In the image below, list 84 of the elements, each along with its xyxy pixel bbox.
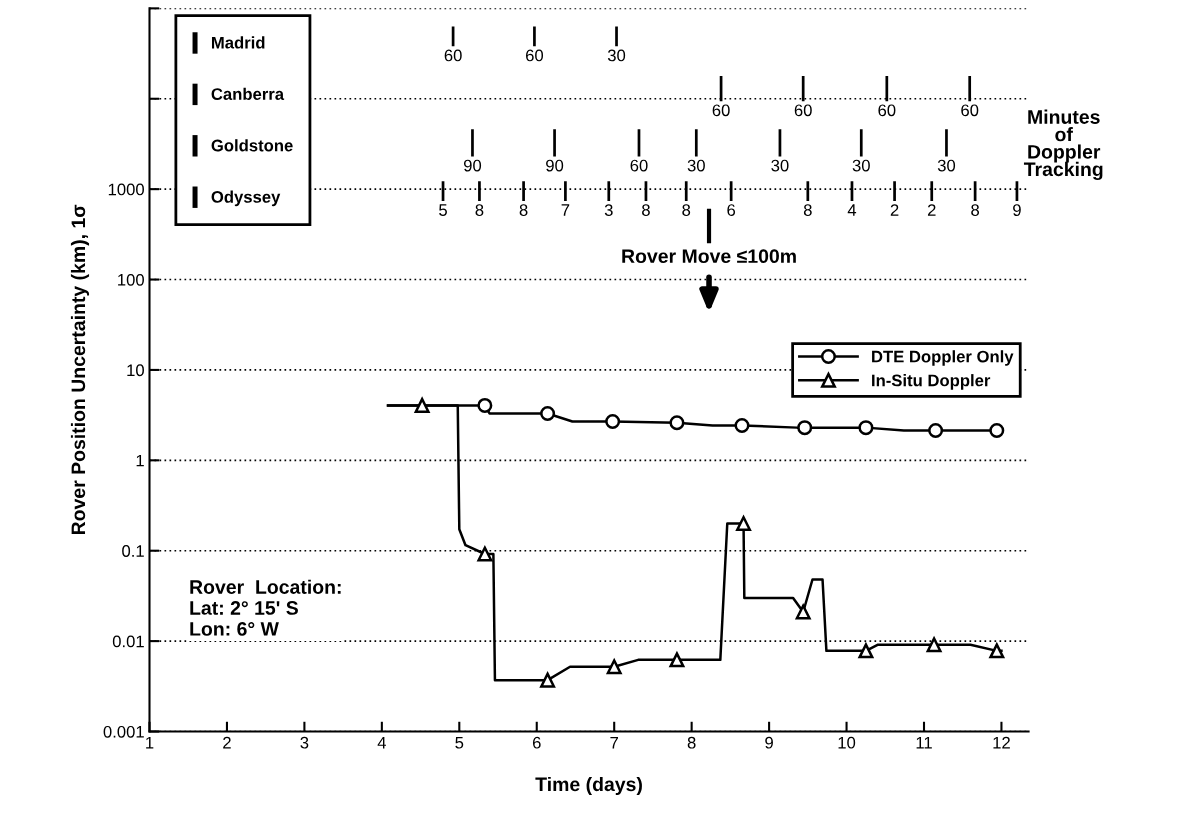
annotation: 30 <box>687 159 705 172</box>
annotation: 60 <box>961 104 979 117</box>
point <box>605 413 621 429</box>
bar <box>859 129 863 157</box>
legend-label: Madrid <box>211 36 265 49</box>
point <box>606 659 622 675</box>
annotation: 30 <box>771 159 789 172</box>
point <box>540 672 556 688</box>
legend-label: Goldstone <box>211 139 293 152</box>
x-tick-label: 3 <box>300 736 309 749</box>
annotation: 60 <box>630 159 648 172</box>
x-tick-label: 5 <box>455 736 464 749</box>
annotation: 30 <box>607 49 626 62</box>
point <box>669 415 685 431</box>
point <box>477 546 493 562</box>
bar <box>533 26 536 47</box>
point <box>795 604 811 620</box>
x-tick-label: 6 <box>532 736 541 749</box>
annotation: 60 <box>712 104 730 117</box>
point <box>669 652 685 668</box>
annotation: 7 <box>561 204 570 216</box>
annotation: 60 <box>526 49 544 62</box>
point <box>734 417 750 433</box>
annotation: Rover Location: Lat: 2° 15' S Lon: 6° W <box>190 579 341 636</box>
point <box>926 637 942 653</box>
y-tick-label: 1000 <box>108 183 144 196</box>
x-tick-label: 11 <box>916 736 932 749</box>
point <box>989 422 1005 438</box>
y-tick-label: 10 <box>127 364 144 377</box>
annotation: 2 <box>927 204 936 216</box>
y-tick-label: 100 <box>118 273 144 286</box>
x-tick-label: 7 <box>610 736 618 749</box>
y-tick-label: 0.01 <box>112 635 144 648</box>
annotation: 60 <box>794 104 812 117</box>
bar <box>694 129 698 157</box>
y-tick-label: 1 <box>136 454 144 467</box>
y-axis-title: Rover Position Uncertainty (km), 1σ <box>70 204 90 535</box>
point <box>858 643 874 659</box>
point <box>477 397 493 413</box>
annotation: Minutes of Doppler Tracking <box>1023 109 1103 181</box>
bar <box>553 129 556 157</box>
legend-label: In-Situ Doppler <box>872 374 991 390</box>
legend-label: Canberra <box>211 87 285 101</box>
point <box>540 405 556 421</box>
annotation: 3 <box>604 204 613 216</box>
legend-label: Odyssey <box>211 190 281 207</box>
bar <box>945 129 948 157</box>
annotation: 4 <box>847 204 857 216</box>
y-tick-label: 0.1 <box>122 545 144 557</box>
x-tick-label: 10 <box>838 736 856 749</box>
y-tick-label: 0.001 <box>103 725 144 738</box>
point <box>858 420 874 436</box>
annotation: 8 <box>642 204 650 216</box>
annotation: 8 <box>682 204 691 216</box>
x-tick-label: 9 <box>765 736 773 749</box>
point <box>736 516 752 531</box>
annotation: 60 <box>878 104 896 117</box>
annotation: 8 <box>971 204 980 216</box>
x-tick-label: 8 <box>687 736 696 749</box>
annotation: 8 <box>519 204 528 216</box>
annotation: 6 <box>727 204 736 216</box>
bar <box>471 129 474 157</box>
point <box>414 397 430 413</box>
point <box>928 422 944 438</box>
legend-label: DTE Doppler Only <box>872 350 1014 366</box>
x-tick-label: 12 <box>993 736 1010 749</box>
annotation: 8 <box>803 204 812 216</box>
annotation: 5 <box>439 204 447 216</box>
annotation: 90 <box>463 159 482 172</box>
bar <box>615 26 618 47</box>
x-tick-label: 4 <box>377 736 386 749</box>
point <box>989 643 1005 659</box>
annotation: 90 <box>546 159 564 172</box>
annotation: 2 <box>890 204 899 216</box>
annotation: 30 <box>937 159 956 172</box>
x-tick-label: 1 <box>146 736 154 749</box>
point <box>797 420 813 436</box>
annotation: 30 <box>852 159 870 172</box>
annotation: 9 <box>1013 204 1021 216</box>
x-axis-title: Time (days) <box>535 776 642 796</box>
x-tick-label: 2 <box>223 736 231 749</box>
annotation: 8 <box>475 204 484 216</box>
annotation: 60 <box>444 49 462 62</box>
annotation: Rover Move ≤100m <box>622 249 796 264</box>
